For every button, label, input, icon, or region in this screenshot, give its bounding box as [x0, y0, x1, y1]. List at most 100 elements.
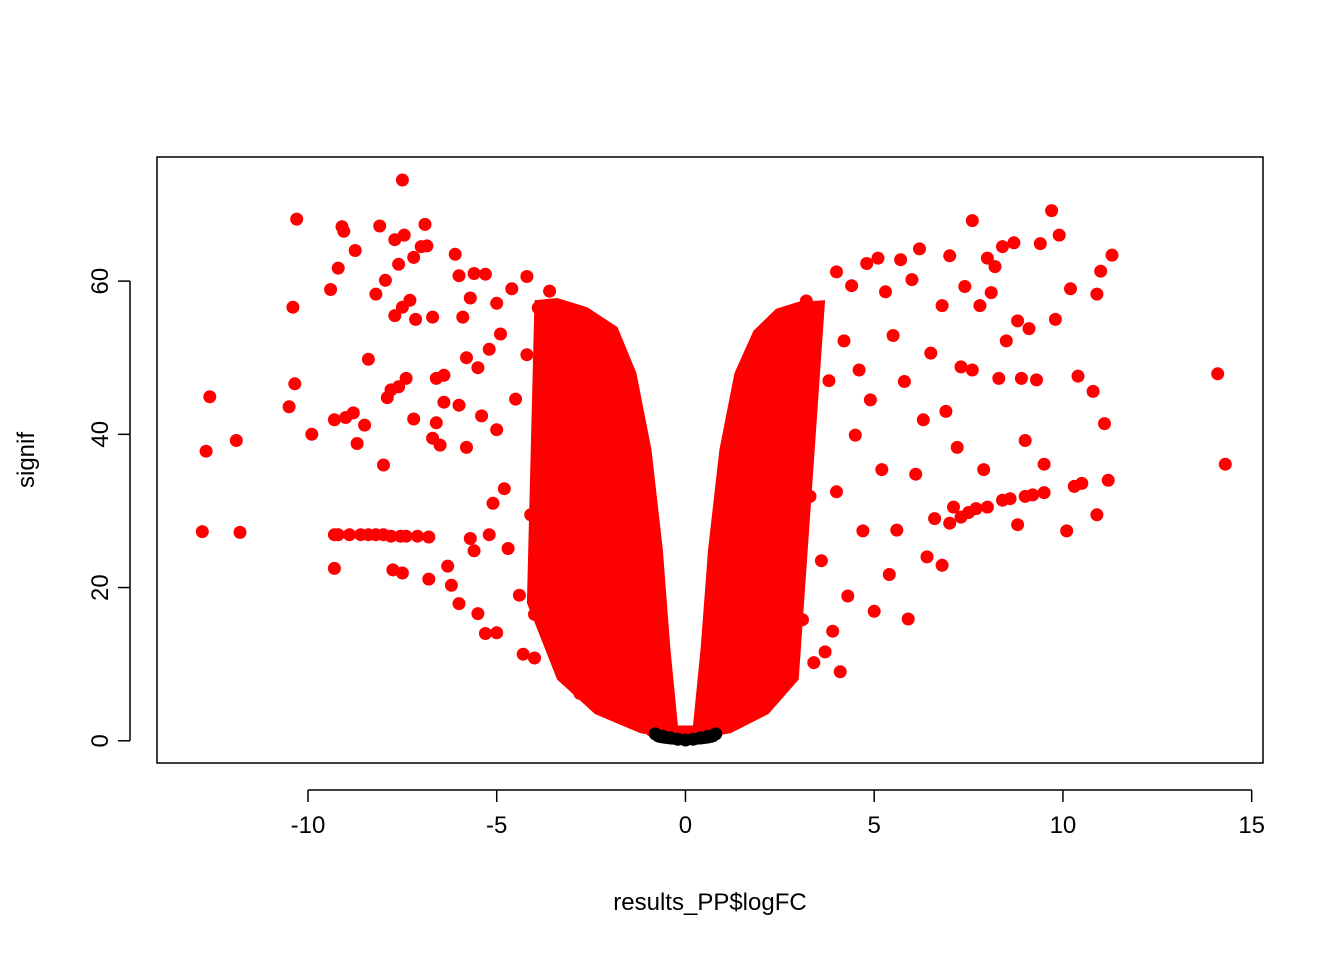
data-point — [882, 568, 896, 581]
data-point — [1105, 248, 1119, 262]
data-point — [916, 413, 930, 427]
data-point — [939, 404, 953, 418]
data-point — [395, 566, 409, 580]
data-point — [965, 214, 979, 228]
data-point — [595, 696, 609, 710]
x-tick-label: 10 — [1050, 812, 1077, 839]
data-point — [378, 273, 392, 287]
data-point — [709, 727, 723, 741]
data-point — [327, 561, 341, 575]
data-point — [520, 348, 534, 362]
y-tick-label: 0 — [87, 734, 114, 747]
data-point — [558, 668, 572, 682]
data-point — [550, 330, 564, 344]
data-point — [935, 558, 949, 572]
data-point — [475, 409, 489, 423]
data-point — [807, 656, 821, 670]
data-point — [943, 516, 957, 530]
data-point — [397, 228, 411, 242]
data-point — [429, 416, 443, 430]
data-point — [1007, 236, 1021, 250]
data-point — [830, 265, 843, 279]
data-point — [324, 283, 338, 296]
data-point — [837, 334, 851, 348]
data-point — [924, 346, 938, 360]
data-point — [871, 251, 885, 265]
data-point — [999, 334, 1013, 348]
x-axis-title: results_PP$logFC — [613, 889, 806, 916]
data-point — [482, 342, 496, 356]
data-point — [426, 310, 440, 324]
data-point — [1094, 264, 1108, 278]
data-point — [867, 604, 881, 618]
data-point — [1090, 508, 1104, 522]
data-point — [830, 485, 843, 499]
data-point — [633, 719, 647, 732]
data-point — [588, 401, 602, 415]
data-point — [622, 650, 636, 664]
data-point — [875, 463, 889, 477]
data-point — [290, 212, 304, 226]
y-axis-title: signif — [13, 432, 40, 488]
data-point — [490, 626, 504, 640]
data-point — [463, 291, 477, 305]
data-point — [456, 310, 470, 324]
data-point — [754, 694, 768, 708]
data-point — [490, 423, 504, 437]
data-point — [1048, 312, 1062, 326]
data-point — [1060, 524, 1074, 538]
data-point — [420, 239, 434, 253]
data-point — [954, 360, 968, 374]
data-point — [1218, 457, 1232, 471]
data-point — [1033, 237, 1047, 251]
data-point — [520, 270, 534, 283]
data-point — [288, 377, 302, 391]
data-point — [229, 434, 243, 447]
data-point — [746, 705, 760, 719]
data-point — [384, 529, 398, 543]
data-point — [947, 500, 960, 514]
data-point — [467, 544, 481, 558]
data-point — [811, 301, 825, 315]
y-tick-label: 20 — [87, 574, 114, 601]
data-point — [203, 390, 217, 404]
data-point — [528, 607, 541, 621]
data-point — [565, 640, 579, 653]
data-point — [996, 240, 1009, 254]
data-point — [467, 267, 481, 280]
data-point — [505, 282, 519, 296]
data-point — [1045, 204, 1059, 218]
data-point — [833, 665, 847, 679]
data-point — [441, 559, 455, 573]
data-point — [762, 680, 775, 694]
data-point — [980, 251, 994, 265]
data-point — [422, 572, 436, 586]
data-point — [1101, 473, 1115, 487]
data-point — [399, 529, 413, 543]
dense-point-cloud — [526, 298, 826, 746]
data-point — [331, 528, 345, 542]
data-point — [841, 589, 855, 603]
data-point — [471, 607, 485, 621]
data-point — [977, 463, 991, 477]
x-axis: -10 -5 0 5 10 15 — [291, 789, 1265, 839]
data-point — [452, 398, 466, 412]
data-point — [490, 296, 504, 310]
data-point — [886, 329, 900, 342]
data-point — [928, 512, 942, 526]
data-point — [373, 219, 387, 233]
data-point — [233, 525, 247, 539]
data-point — [799, 294, 813, 308]
data-point — [1052, 228, 1066, 242]
data-point — [478, 267, 492, 281]
data-point — [777, 630, 791, 644]
data-point — [1071, 369, 1085, 383]
data-point — [531, 464, 545, 478]
data-point — [399, 371, 413, 385]
data-point — [1018, 434, 1032, 447]
data-point — [337, 224, 351, 238]
data-point — [973, 299, 987, 313]
data-point — [1026, 488, 1040, 502]
data-point — [482, 528, 496, 542]
data-point — [305, 427, 319, 441]
